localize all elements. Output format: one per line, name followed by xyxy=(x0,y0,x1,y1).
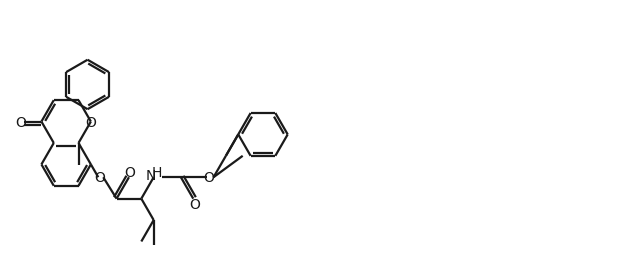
Text: O: O xyxy=(125,166,136,180)
Text: O: O xyxy=(189,197,200,211)
Text: O: O xyxy=(85,115,96,129)
Text: O: O xyxy=(203,171,214,184)
Text: N: N xyxy=(145,169,156,183)
Text: O: O xyxy=(94,171,105,184)
Text: H: H xyxy=(152,166,162,180)
Text: O: O xyxy=(15,115,26,129)
